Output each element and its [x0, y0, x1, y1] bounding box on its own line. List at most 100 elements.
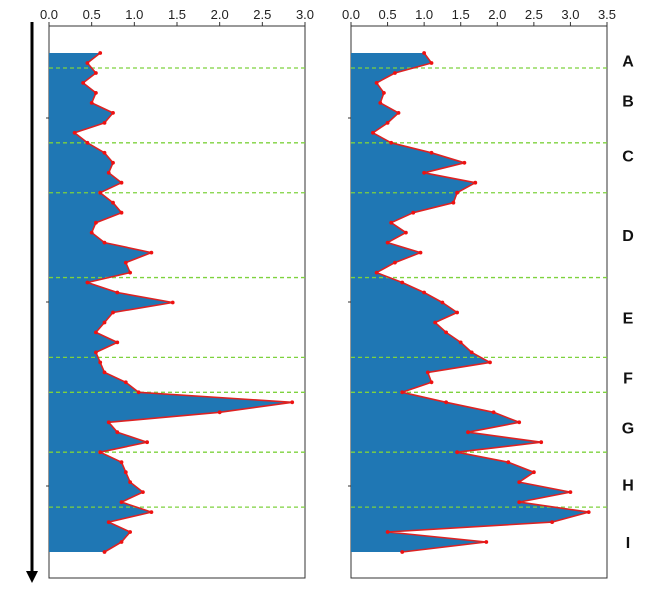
data-point	[491, 410, 496, 415]
data-point	[400, 390, 405, 395]
data-point	[422, 290, 426, 295]
x-tick-label: 0.5	[83, 7, 101, 22]
left-profile-panel: 0.0 0.5 1.0 1.5 2.0 2.5 3.0	[40, 7, 314, 579]
x-tick-label: 2.0	[211, 7, 229, 22]
x-tick-label: 2.0	[488, 7, 506, 22]
zone-label: C	[622, 148, 634, 165]
zone-label: E	[623, 310, 634, 327]
data-point	[374, 81, 379, 85]
data-point	[484, 540, 489, 544]
data-point	[385, 240, 390, 245]
data-point	[85, 61, 90, 65]
zone-label: D	[622, 228, 634, 245]
data-point	[374, 270, 379, 275]
data-point	[429, 150, 434, 155]
data-point	[149, 510, 154, 514]
data-point	[517, 500, 522, 504]
x-tick-label: 2.5	[253, 7, 271, 22]
data-point	[458, 340, 463, 345]
data-point	[111, 310, 115, 315]
depth-arrow	[26, 22, 38, 583]
data-point	[444, 330, 448, 335]
data-point	[429, 61, 434, 65]
data-point	[425, 370, 430, 375]
data-point	[102, 150, 107, 155]
data-point	[111, 111, 115, 115]
data-point	[94, 220, 98, 225]
data-point	[85, 140, 90, 145]
data-point	[532, 470, 536, 475]
data-point	[115, 290, 120, 295]
data-point	[128, 530, 133, 534]
data-point	[506, 460, 511, 465]
data-point	[378, 101, 383, 105]
data-point	[89, 230, 94, 235]
data-point	[382, 91, 386, 95]
data-point	[411, 210, 416, 215]
data-point	[81, 81, 85, 85]
x-tick-label: 3.0	[296, 7, 314, 22]
data-point	[586, 510, 591, 514]
data-point	[98, 360, 103, 365]
x-tick-label: 0.5	[379, 7, 397, 22]
data-point	[102, 320, 107, 325]
data-point	[115, 340, 120, 345]
data-point	[111, 160, 115, 165]
data-point	[539, 440, 544, 445]
data-point	[102, 370, 107, 375]
data-point	[371, 130, 375, 135]
data-point	[111, 200, 115, 205]
zone-label: A	[622, 53, 634, 70]
data-point	[473, 180, 478, 185]
data-point	[98, 190, 103, 195]
data-point	[444, 400, 448, 405]
data-point	[94, 71, 98, 75]
x-tick-label: 0.0	[342, 7, 360, 22]
data-point	[102, 550, 107, 554]
zone-label: F	[623, 370, 633, 387]
x-tick-label: 0.0	[40, 7, 58, 22]
data-point	[451, 200, 456, 205]
data-point	[488, 360, 492, 365]
zone-labels: A B C D E F G H I	[622, 53, 634, 552]
data-point	[393, 71, 397, 75]
data-point	[517, 420, 522, 425]
data-point	[455, 450, 459, 455]
data-point	[429, 380, 434, 385]
data-point	[136, 390, 141, 395]
data-point	[72, 130, 77, 135]
right-profile-panel: 0.0 0.5 1.0 1.5 2.0 2.5 3.0 3.5	[342, 7, 616, 579]
data-point	[385, 530, 390, 534]
data-point	[128, 480, 133, 484]
x-tick-label: 3.0	[561, 7, 579, 22]
data-point	[462, 160, 467, 165]
data-point	[94, 350, 98, 355]
data-point	[418, 250, 423, 255]
data-point	[98, 450, 103, 455]
data-point	[517, 480, 522, 484]
data-point	[393, 260, 397, 265]
data-point	[422, 51, 426, 55]
data-point	[389, 140, 394, 145]
data-point	[85, 280, 90, 285]
data-point	[440, 300, 445, 305]
data-point	[128, 270, 133, 275]
zone-label: G	[622, 420, 634, 437]
data-point	[102, 240, 107, 245]
data-point	[119, 500, 124, 504]
data-point	[123, 260, 128, 265]
data-point	[106, 170, 111, 175]
x-tick-label: 3.5	[598, 7, 616, 22]
data-point	[119, 540, 124, 544]
data-point	[550, 520, 554, 524]
data-point	[455, 310, 459, 315]
data-point	[400, 550, 405, 554]
data-point	[170, 300, 175, 305]
data-point	[102, 121, 107, 125]
x-tick-label: 1.0	[415, 7, 433, 22]
data-point	[145, 440, 150, 445]
data-point	[141, 490, 145, 494]
data-point	[119, 460, 124, 465]
zone-label: H	[622, 478, 634, 495]
